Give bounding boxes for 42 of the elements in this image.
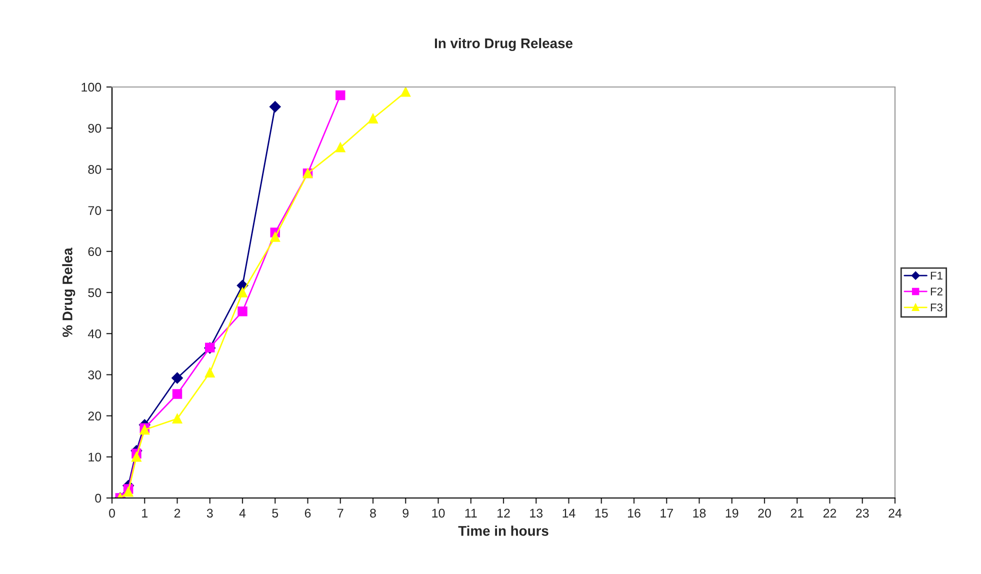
y-tick-label: 80 bbox=[88, 165, 102, 174]
legend-label: F3 bbox=[930, 304, 943, 312]
y-tick-label: 100 bbox=[82, 82, 102, 92]
x-tick-label: 22 bbox=[823, 508, 836, 518]
x-tick-label: 3 bbox=[206, 508, 213, 518]
y-axis-title: % Drug Relea bbox=[62, 248, 76, 337]
x-tick-label: 15 bbox=[595, 508, 608, 518]
y-tick-label: 40 bbox=[88, 329, 102, 338]
x-tick-label: 16 bbox=[628, 508, 640, 518]
y-tick-label: 30 bbox=[88, 370, 102, 380]
x-tick-label: 8 bbox=[370, 508, 376, 518]
y-tick-label: 20 bbox=[88, 412, 102, 420]
legend-label: F1 bbox=[930, 272, 942, 280]
y-tick-label: 60 bbox=[88, 247, 102, 256]
x-tick-label: 18 bbox=[693, 508, 706, 518]
y-tick-label: 0 bbox=[95, 494, 102, 503]
x-tick-label: 11 bbox=[465, 508, 477, 518]
x-tick-label: 23 bbox=[856, 508, 869, 518]
x-tick-label: 14 bbox=[562, 508, 576, 518]
x-axis-title: Time in hours bbox=[458, 526, 548, 536]
x-tick-label: 24 bbox=[888, 508, 902, 518]
y-tick-label: 90 bbox=[88, 124, 102, 133]
x-tick-label: 17 bbox=[660, 508, 673, 518]
x-tick-label: 5 bbox=[272, 508, 278, 518]
x-tick-label: 1 bbox=[142, 508, 148, 518]
x-tick-label: 9 bbox=[402, 508, 409, 518]
x-tick-label: 12 bbox=[498, 508, 510, 518]
x-tick-label: 19 bbox=[726, 508, 738, 518]
legend-label: F2 bbox=[930, 288, 942, 296]
y-tick-label: 70 bbox=[88, 206, 102, 215]
x-tick-label: 4 bbox=[239, 508, 246, 518]
x-tick-label: 20 bbox=[758, 508, 771, 518]
x-tick-label: 21 bbox=[790, 508, 804, 518]
chart-title: In vitro Drug Release bbox=[434, 38, 572, 52]
x-tick-label: 13 bbox=[530, 508, 543, 518]
x-tick-label: 7 bbox=[338, 508, 344, 518]
y-tick-label: 10 bbox=[88, 452, 102, 462]
x-tick-label: 0 bbox=[109, 508, 115, 518]
x-tick-label: 10 bbox=[432, 508, 445, 518]
x-tick-label: 6 bbox=[304, 508, 311, 518]
x-tick-label: 2 bbox=[174, 508, 180, 518]
y-tick-label: 50 bbox=[88, 288, 102, 298]
